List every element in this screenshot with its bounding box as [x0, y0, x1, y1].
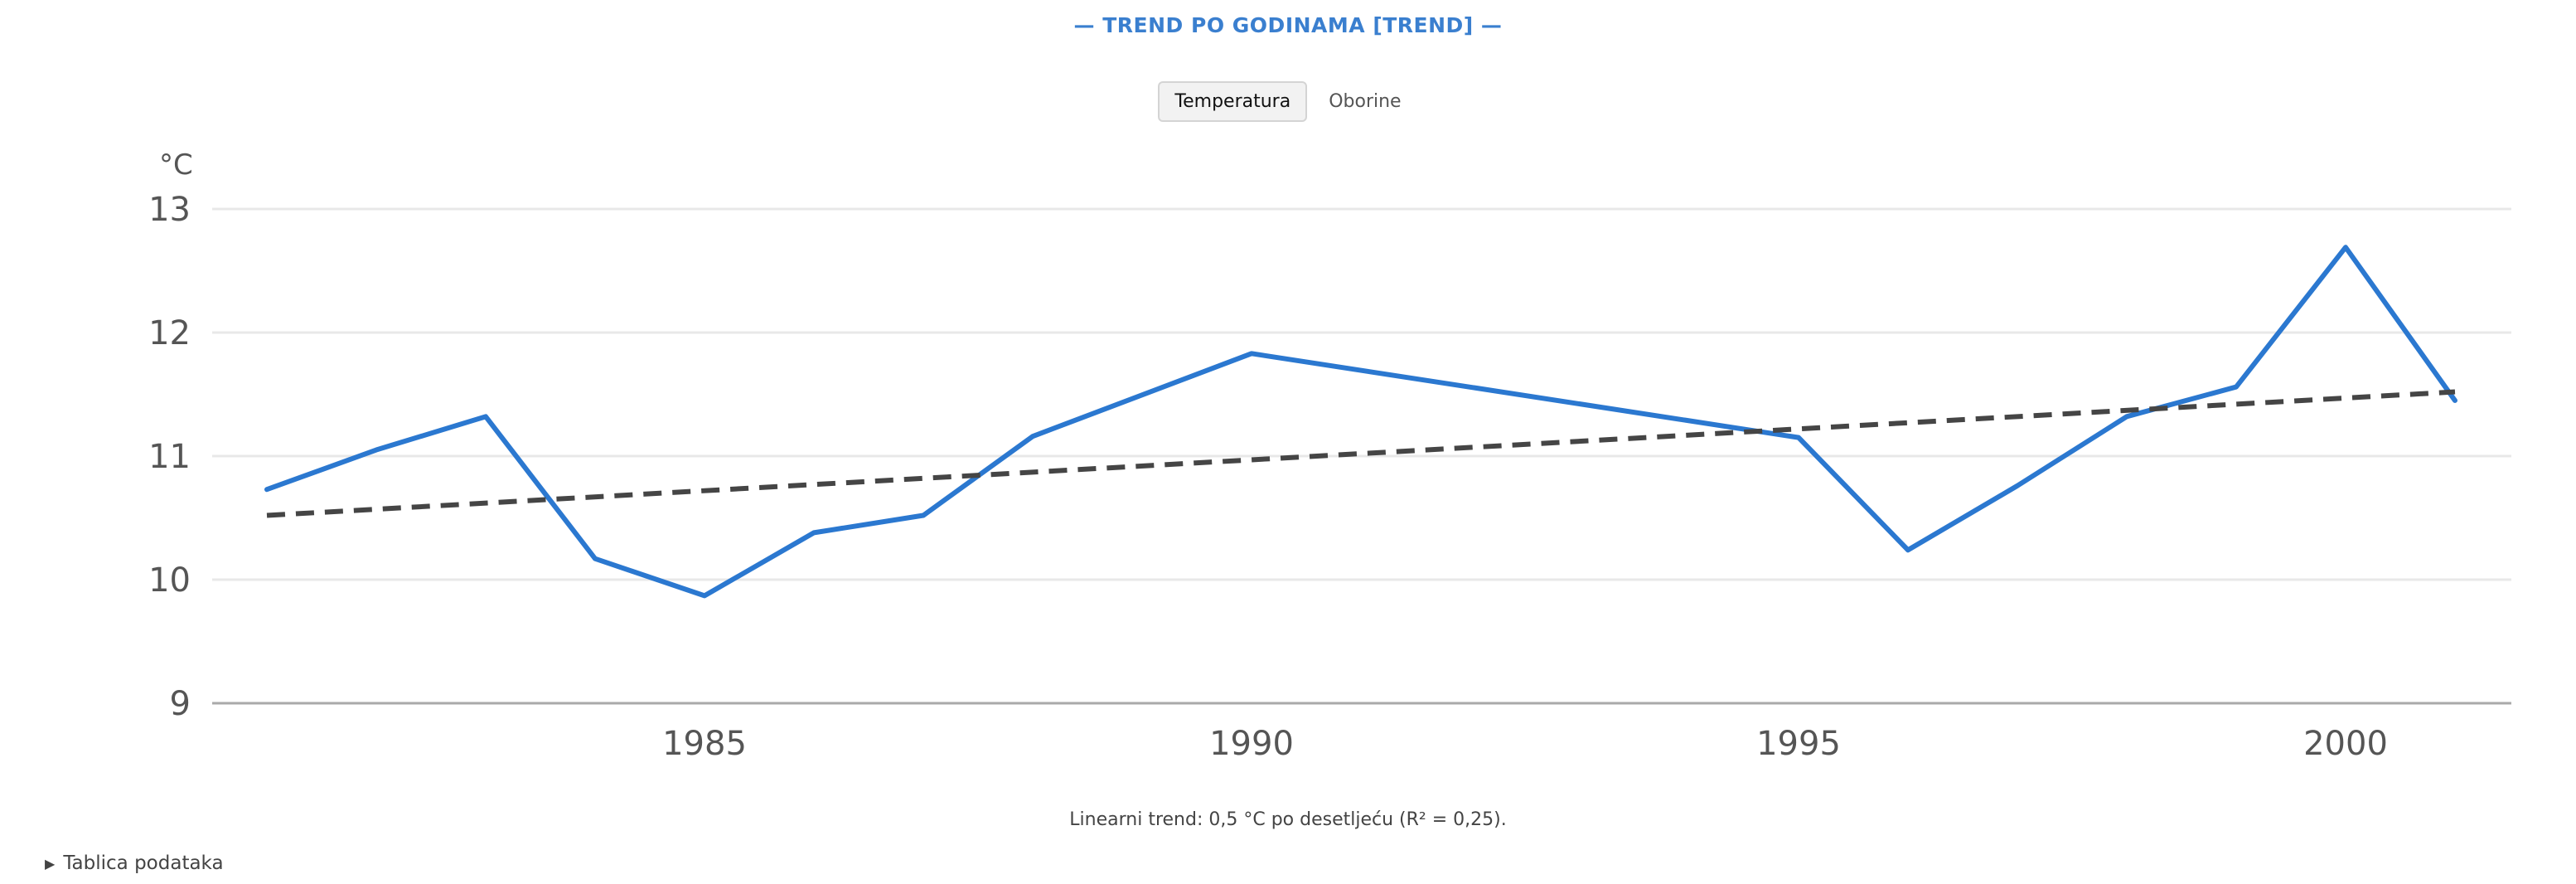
tab-bar: Temperatura Oborine [0, 81, 2576, 122]
trend-chart: °C 9 10 11 12 13 1985 1990 1995 2000 [148, 148, 2511, 763]
trend-line [266, 389, 2456, 518]
grid-lines [212, 207, 2511, 581]
y-tick-label: 12 [148, 314, 191, 352]
data-table-toggle[interactable]: ▶ Tablica podataka [45, 852, 224, 874]
y-tick-label: 10 [148, 561, 191, 600]
tab-oborine[interactable]: Oborine [1312, 81, 1417, 122]
y-tick-label: 13 [148, 191, 191, 229]
y-tick-label: 9 [170, 685, 191, 723]
x-axis-ticks: 1985 1990 1995 2000 [662, 725, 2388, 763]
data-table-toggle-label: Tablica podataka [63, 852, 224, 874]
temperature-series-line [264, 245, 2457, 599]
x-tick-label: 1990 [1209, 725, 1294, 763]
series-lines [264, 245, 2457, 599]
y-axis-ticks: 9 10 11 12 13 [148, 191, 191, 723]
tab-temperatura[interactable]: Temperatura [1158, 81, 1308, 122]
y-tick-label: 11 [148, 438, 191, 476]
trend-note: Linearni trend: 0,5 °C po desetljeću (R²… [1069, 809, 1507, 830]
x-tick-label: 1985 [662, 725, 747, 763]
chart-title: — TREND PO GODINAMA [TREND] — [1073, 13, 1503, 37]
x-tick-label: 1995 [1756, 725, 1841, 763]
triangle-right-icon: ▶ [45, 855, 56, 872]
x-tick-label: 2000 [2303, 725, 2388, 763]
y-axis-unit-label: °C [159, 148, 193, 182]
